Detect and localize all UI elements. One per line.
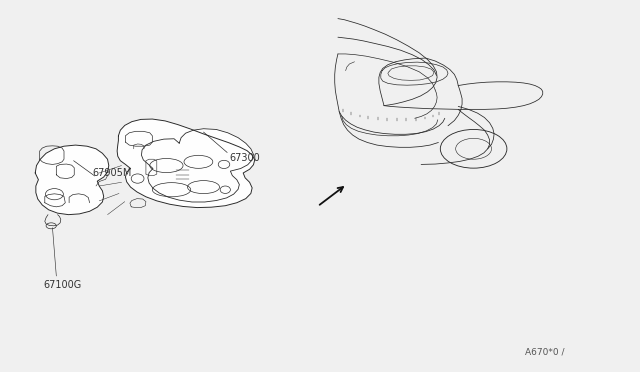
Text: 67300: 67300	[229, 153, 260, 163]
Text: A670*0 /: A670*0 /	[525, 347, 564, 356]
Text: 67905M: 67905M	[93, 168, 132, 178]
Polygon shape	[35, 145, 109, 215]
Text: 67100G: 67100G	[44, 280, 82, 289]
Polygon shape	[141, 129, 253, 202]
Polygon shape	[117, 119, 255, 208]
